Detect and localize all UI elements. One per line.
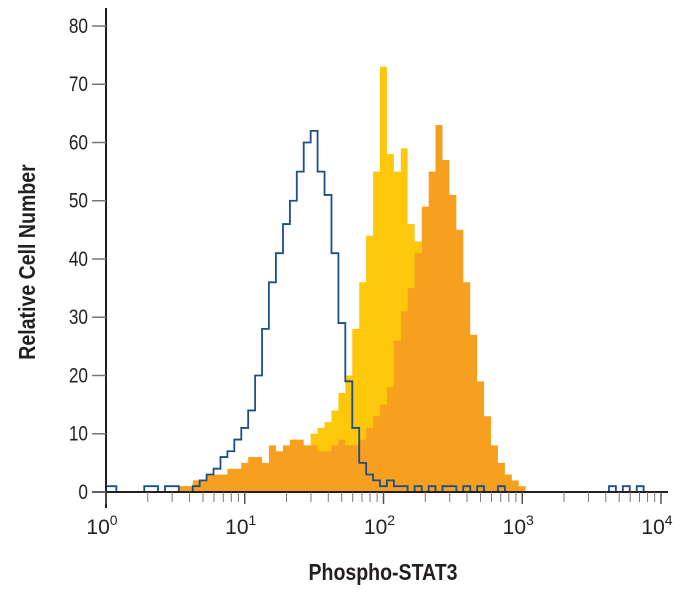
y-tick-label: 50 bbox=[69, 190, 88, 213]
y-tick-label: 40 bbox=[69, 249, 88, 272]
y-tick-label: 10 bbox=[69, 423, 88, 446]
x-axis-title: Phospho-STAT3 bbox=[308, 560, 457, 586]
y-tick-label: 0 bbox=[78, 482, 88, 505]
x-tick-label-base: 10 bbox=[225, 516, 248, 539]
y-tick-label: 60 bbox=[69, 132, 88, 155]
x-tick-label-exponent: 0 bbox=[110, 512, 118, 528]
histogram-series-1-fill bbox=[106, 125, 661, 493]
histogram-series-0-fill bbox=[106, 66, 661, 493]
series-layer bbox=[105, 66, 661, 493]
y-axis-title: Relative Cell Number bbox=[15, 164, 41, 359]
x-tick-label-base: 10 bbox=[364, 516, 387, 539]
y-tick-label: 30 bbox=[69, 307, 88, 330]
x-tick-label: 100 bbox=[86, 512, 117, 539]
x-tick-label: 103 bbox=[503, 512, 534, 539]
x-tick-label-base: 10 bbox=[86, 516, 109, 539]
x-tick-label-exponent: 1 bbox=[249, 512, 257, 528]
x-tick-label: 102 bbox=[364, 512, 395, 539]
x-tick-label-exponent: 3 bbox=[526, 512, 534, 528]
x-tick-label-exponent: 4 bbox=[665, 512, 673, 528]
y-tick-label: 20 bbox=[69, 365, 88, 388]
x-tick-label-base: 10 bbox=[641, 516, 664, 539]
x-tick-label-exponent: 2 bbox=[387, 512, 395, 528]
x-tick-label: 101 bbox=[225, 512, 256, 539]
x-tick-label-base: 10 bbox=[503, 516, 526, 539]
x-tick-label: 104 bbox=[641, 512, 672, 539]
y-tick-label: 70 bbox=[69, 74, 88, 97]
y-tick-label: 80 bbox=[69, 16, 88, 39]
